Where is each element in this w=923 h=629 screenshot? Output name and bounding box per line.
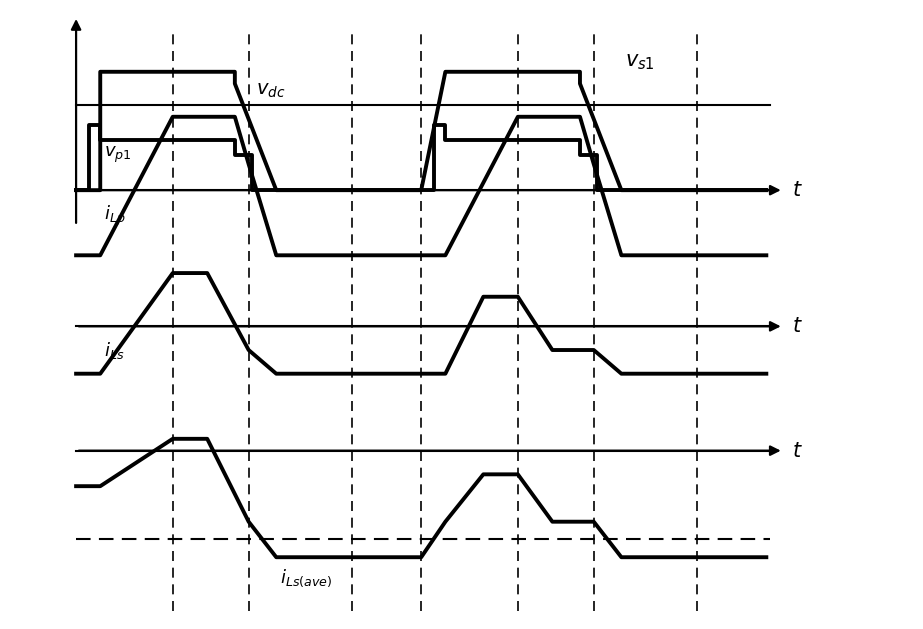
Text: $\mathit{t}$: $\mathit{t}$ <box>792 316 803 337</box>
Text: $\mathit{i}_{Ls}$: $\mathit{i}_{Ls}$ <box>103 340 124 360</box>
Text: $\mathit{i}_{Ls(ave)}$: $\mathit{i}_{Ls(ave)}$ <box>280 568 332 589</box>
Text: $\mathit{v}_{s1}$: $\mathit{v}_{s1}$ <box>625 52 654 72</box>
Text: $\mathit{v}_{p1}$: $\mathit{v}_{p1}$ <box>103 145 131 165</box>
Text: $\mathit{t}$: $\mathit{t}$ <box>792 180 803 200</box>
Text: $\mathit{v}_{dc}$: $\mathit{v}_{dc}$ <box>256 81 285 100</box>
Text: $\mathit{i}_{Lp}$: $\mathit{i}_{Lp}$ <box>103 204 126 228</box>
Text: $\mathit{t}$: $\mathit{t}$ <box>792 441 803 460</box>
